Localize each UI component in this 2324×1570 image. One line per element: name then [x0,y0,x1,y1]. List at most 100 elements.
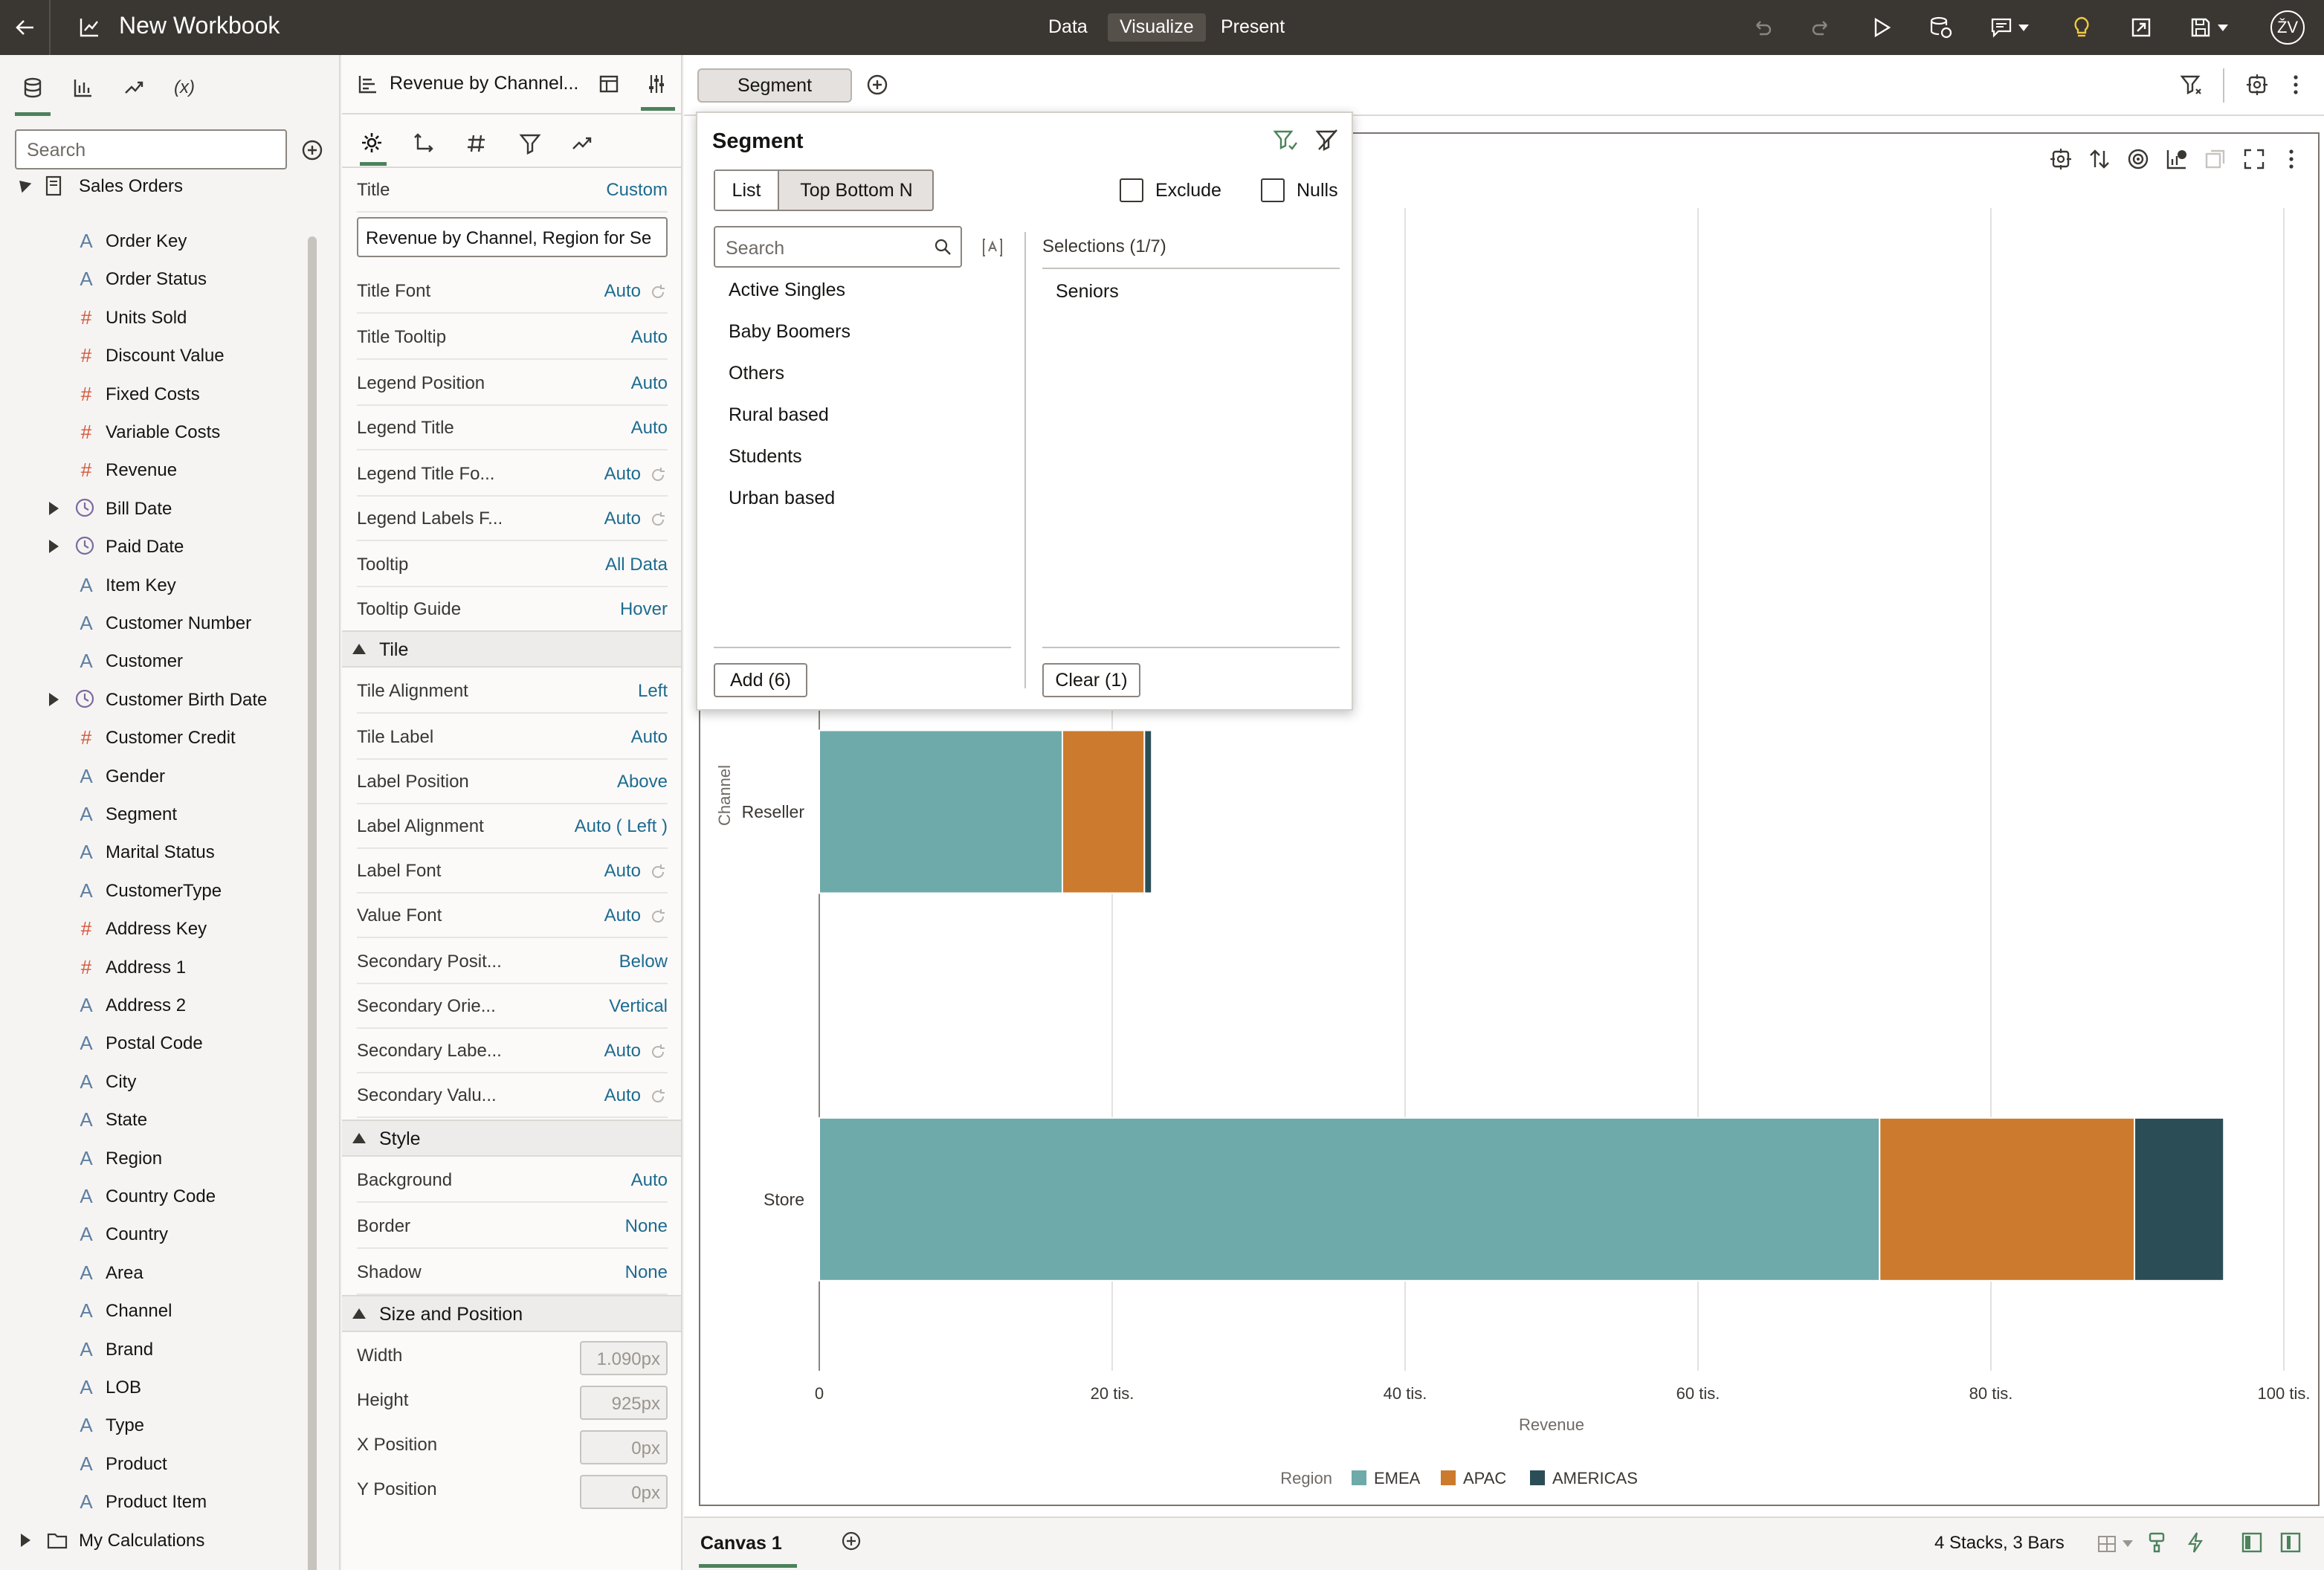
target-icon[interactable] [2126,147,2152,172]
reset-icon[interactable] [648,510,668,529]
tree-item-city[interactable]: A City [0,1063,312,1100]
tree-item-country-code[interactable]: A Country Code [0,1178,312,1215]
lightbulb-icon[interactable] [2067,13,2097,42]
tree-item-fixed-costs[interactable]: # Fixed Costs [0,375,312,413]
bar-reseller-emea[interactable] [819,729,1064,894]
tree-root-sales-orders[interactable]: Sales Orders [0,167,312,204]
prop-value[interactable]: Auto [630,327,668,347]
tab-data[interactable]: Data [1048,16,1088,37]
tree-item-item-key[interactable]: A Item Key [0,566,312,604]
legend-swatch[interactable] [1352,1470,1366,1485]
prop-input[interactable]: 925px [580,1386,668,1420]
title-input[interactable]: Revenue by Channel, Region for Se [357,217,668,257]
prop-row[interactable]: Secondary Valu... Auto [357,1073,668,1118]
legend-label[interactable]: APAC [1463,1469,1506,1487]
filter-options-icon[interactable] [2180,73,2205,98]
prop-row[interactable]: Legend Title Fo... Auto [357,452,668,497]
prop-row[interactable]: Tooltip Guide Hover [357,587,668,632]
prop-value[interactable]: Above [616,772,668,792]
prop-row[interactable]: Secondary Labe... Auto [357,1029,668,1073]
prop-input[interactable]: 1.090px [580,1341,668,1375]
right-panel-toggle-icon[interactable] [2279,1531,2303,1555]
filter-icon[interactable] [519,132,543,156]
layout-dropdown-icon[interactable] [2122,1539,2134,1548]
tree-item-type[interactable]: A Type [0,1406,312,1444]
tree-item-area[interactable]: A Area [0,1254,312,1291]
collapse-section-icon[interactable] [352,1308,366,1319]
save-dropdown-icon[interactable] [2214,13,2232,42]
prop-value[interactable]: Auto [604,1085,641,1105]
prop-row[interactable]: Tile Label Auto [357,715,668,760]
expand-arrow-icon[interactable] [49,692,59,706]
comment-icon[interactable] [1986,13,2016,42]
tree-item-address-1[interactable]: # Address 1 [0,949,312,986]
prop-value[interactable]: None [624,1262,668,1282]
prop-row[interactable]: Tile Alignment Left [357,669,668,714]
value-search-input[interactable]: Search [714,226,962,268]
clear-selections-button[interactable]: Clear (1) [1042,663,1140,697]
reset-icon[interactable] [648,862,668,882]
tree-item-revenue[interactable]: # Revenue [0,451,312,488]
visualizations-tab-icon[interactable] [65,70,101,106]
left-panel-toggle-icon[interactable] [2241,1531,2265,1555]
canvas-settings-icon[interactable] [2245,73,2270,98]
tree-item-region[interactable]: A Region [0,1140,312,1177]
legend-label[interactable]: EMEA [1374,1469,1421,1487]
tree-item-lob[interactable]: A LOB [0,1369,312,1406]
general-settings-icon[interactable] [360,131,387,158]
tree-item-order-key[interactable]: A Order Key [0,222,312,259]
tree-item-brand[interactable]: A Brand [0,1331,312,1368]
export-icon[interactable] [2126,13,2156,42]
tree-item-country[interactable]: A Country [0,1215,312,1253]
prop-row[interactable]: Shadow None [357,1250,668,1295]
reset-icon[interactable] [648,465,668,485]
axis-icon[interactable] [412,132,436,156]
tree-item-channel[interactable]: A Channel [0,1292,312,1329]
bar-store-apac[interactable] [1879,1117,2136,1282]
bar-reseller-americas[interactable] [1143,729,1153,894]
reset-icon[interactable] [648,282,668,302]
calculation-tab-icon[interactable]: (x) [174,77,195,97]
exclude-checkbox[interactable] [1120,178,1143,202]
expand-arrow-icon[interactable] [49,501,59,515]
tab-present[interactable]: Present [1221,16,1285,37]
bar-reseller-apac[interactable] [1062,729,1146,894]
properties-tab-icon[interactable] [645,73,668,95]
prop-value[interactable]: Below [619,952,668,972]
prop-row[interactable]: Border None [357,1204,668,1249]
tree-item-product[interactable]: A Product [0,1445,312,1482]
prop-row[interactable]: Legend Title Auto [357,406,668,450]
segment-filter-chip[interactable]: Segment [697,68,852,103]
collapse-section-icon[interactable] [352,644,366,654]
add-values-button[interactable]: Add (6) [714,663,807,697]
sort-icon[interactable] [2088,147,2113,172]
prop-row[interactable]: Width 1.090px [357,1334,668,1378]
prop-value[interactable]: Custom [606,180,668,200]
reset-icon[interactable] [648,907,668,926]
prop-row[interactable]: Secondary Orie... Vertical [357,984,668,1029]
number-format-icon[interactable] [465,132,489,156]
back-arrow-icon[interactable] [10,13,40,42]
prop-value[interactable]: Auto [630,373,668,393]
prop-value[interactable]: None [624,1216,668,1236]
refresh-data-icon[interactable] [1926,13,1955,42]
mode-tab-list[interactable]: List [715,171,779,210]
tree-item-customer[interactable]: A Customer [0,642,312,679]
user-avatar[interactable]: ŽV [2270,10,2305,45]
collapse-section-icon[interactable] [352,1133,366,1143]
mode-tab-top-bottom-n[interactable]: Top Bottom N [800,179,913,201]
add-canvas-icon[interactable] [840,1530,864,1554]
prop-value[interactable]: Auto [604,508,641,529]
tree-item-address-2[interactable]: A Address 2 [0,986,312,1024]
prop-value[interactable]: Auto [604,861,641,881]
clear-filter-icon[interactable] [1314,128,1341,155]
play-icon[interactable] [1866,13,1896,42]
prop-row[interactable]: Legend Labels F... Auto [357,497,668,541]
legend-swatch[interactable] [1530,1470,1545,1485]
prop-row[interactable]: Background Auto [357,1158,668,1203]
tree-item-units-sold[interactable]: # Units Sold [0,299,312,336]
tree-item-bill-date[interactable]: Bill Date [0,490,312,527]
bar-store-emea[interactable] [819,1117,1881,1282]
auto-refresh-icon[interactable] [2184,1531,2208,1555]
prop-input[interactable]: 0px [580,1475,668,1509]
